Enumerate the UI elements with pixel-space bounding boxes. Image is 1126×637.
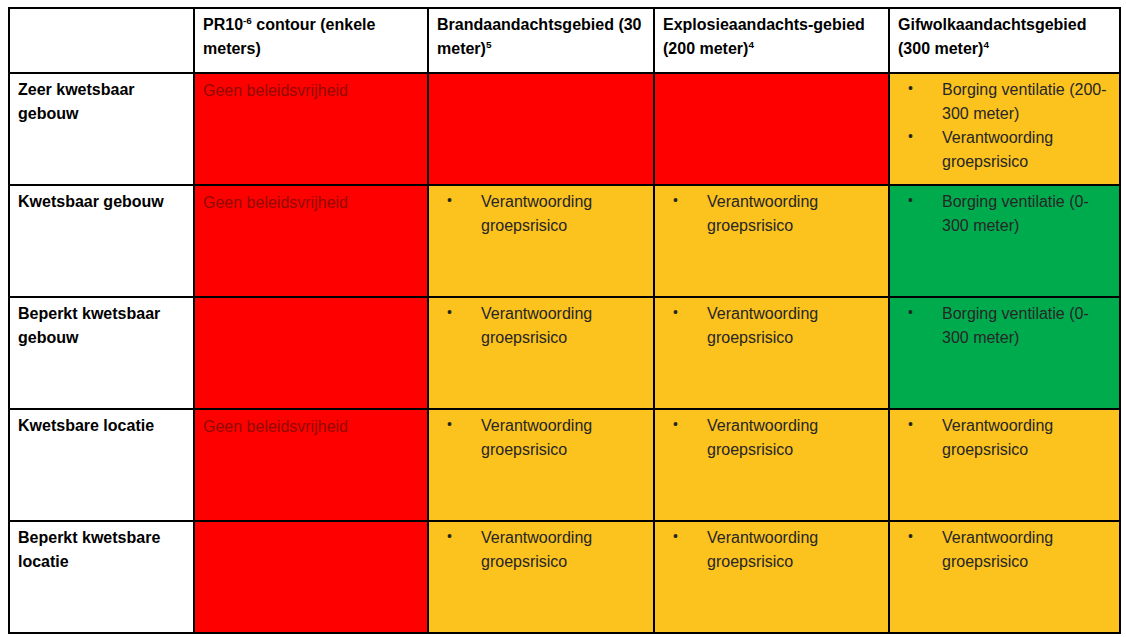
column-header-superscript: 4 (748, 39, 754, 50)
row-label: Zeer kwetsbaar gebouw (9, 73, 194, 185)
column-header: Explosieaandachts-gebied (200 meter)4 (654, 8, 889, 73)
bullet-marker: • (908, 190, 942, 238)
table-cell: •Verantwoording groepsrisico (654, 409, 889, 521)
table-row: Zeer kwetsbaar gebouw Geen beleidsvrijhei… (9, 73, 1120, 185)
bullet-marker: • (908, 78, 942, 126)
bullet-item: •Verantwoording groepsrisico (437, 190, 645, 238)
table-cell (654, 73, 889, 185)
table-row: Beperkt kwetsbare locatie•Verantwoording… (9, 521, 1120, 633)
bullet-item: •Borging ventilatie (200-300 meter) (898, 78, 1111, 126)
table-cell: •Verantwoording groepsrisico (428, 521, 654, 633)
table-row: Kwetsbare locatieGeen beleidsvrijheid•Ve… (9, 409, 1120, 521)
bullet-item: •Verantwoording groepsrisico (437, 302, 645, 350)
column-header: Gifwolkaandachtsgebied (300 meter)4 (889, 8, 1120, 73)
bullet-marker: • (908, 302, 942, 350)
bullet-marker: • (447, 414, 481, 462)
bullet-marker: • (447, 190, 481, 238)
bullet-marker: • (673, 190, 707, 238)
table-cell: •Borging ventilatie (0-300 meter) (889, 185, 1120, 297)
bullet-marker: • (673, 302, 707, 350)
column-header: PR10-6 contour (enkele meters) (194, 8, 428, 73)
bullet-text: Verantwoording groepsrisico (707, 190, 880, 238)
bullet-text: Verantwoording groepsrisico (481, 190, 645, 238)
column-header: Brandaandachtsgebied (30 meter)5 (428, 8, 654, 73)
bullet-text: Borging ventilatie (200-300 meter) (942, 78, 1111, 126)
cell-text: Geen beleidsvrijheid (203, 191, 419, 215)
column-header-text: Explosieaandachts-gebied (200 meter) (663, 16, 865, 57)
bullet-item: •Verantwoording groepsrisico (437, 526, 645, 574)
bullet-text: Verantwoording groepsrisico (481, 526, 645, 574)
corner-cell (9, 8, 194, 73)
column-header-superscript: 4 (983, 39, 989, 50)
cell-text: Geen beleidsvrijheid (203, 415, 419, 439)
bullet-marker: • (908, 526, 942, 574)
table-cell: Geen beleidsvrijheid (194, 409, 428, 521)
column-header-superscript: 5 (486, 39, 492, 50)
row-label: Beperkt kwetsbare locatie (9, 521, 194, 633)
table-row: Beperkt kwetsbaar gebouw•Verantwoording … (9, 297, 1120, 409)
bullet-text: Verantwoording groepsrisico (942, 126, 1111, 174)
table-cell: Geen beleidsvrijheid (194, 185, 428, 297)
header-row: PR10-6 contour (enkele meters)Brandaanda… (9, 8, 1120, 73)
table-cell: •Verantwoording groepsrisico (654, 297, 889, 409)
bullet-text: Verantwoording groepsrisico (942, 414, 1111, 462)
bullet-item: •Verantwoording groepsrisico (898, 126, 1111, 174)
bullet-text: Verantwoording groepsrisico (481, 302, 645, 350)
table-cell: •Verantwoording groepsrisico (428, 297, 654, 409)
column-header-text: Gifwolkaandachtsgebied (300 meter) (898, 16, 1086, 57)
table-cell: •Verantwoording groepsrisico (889, 409, 1120, 521)
bullet-item: •Verantwoording groepsrisico (663, 526, 880, 574)
table-cell: •Verantwoording groepsrisico (428, 185, 654, 297)
bullet-marker: • (447, 526, 481, 574)
bullet-item: •Verantwoording groepsrisico (663, 190, 880, 238)
column-header-superscript: -6 (243, 15, 252, 26)
bullet-marker: • (673, 414, 707, 462)
risk-policy-table: PR10-6 contour (enkele meters)Brandaanda… (8, 7, 1121, 634)
cell-text: Geen beleidsvrijheid (203, 79, 419, 103)
bullet-item: •Verantwoording groepsrisico (898, 414, 1111, 462)
bullet-text: Verantwoording groepsrisico (481, 414, 645, 462)
table-cell: •Verantwoording groepsrisico (654, 185, 889, 297)
table-cell: •Borging ventilatie (200-300 meter)•Vera… (889, 73, 1120, 185)
bullet-item: •Borging ventilatie (0-300 meter) (898, 302, 1111, 350)
bullet-text: Borging ventilatie (0-300 meter) (942, 190, 1111, 238)
table-cell: •Verantwoording groepsrisico (654, 521, 889, 633)
row-label: Kwetsbaar gebouw (9, 185, 194, 297)
bullet-text: Verantwoording groepsrisico (942, 526, 1111, 574)
bullet-item: •Verantwoording groepsrisico (898, 526, 1111, 574)
bullet-item: •Verantwoording groepsrisico (663, 302, 880, 350)
table-cell: •Verantwoording groepsrisico (889, 521, 1120, 633)
bullet-marker: • (908, 414, 942, 462)
bullet-item: •Verantwoording groepsrisico (437, 414, 645, 462)
bullet-item: •Verantwoording groepsrisico (663, 414, 880, 462)
column-header-text: Brandaandachtsgebied (30 meter) (437, 16, 642, 57)
table-row: Kwetsbaar gebouwGeen beleidsvrijheid•Ver… (9, 185, 1120, 297)
row-label: Kwetsbare locatie (9, 409, 194, 521)
table-cell (194, 297, 428, 409)
table-cell: •Borging ventilatie (0-300 meter) (889, 297, 1120, 409)
bullet-text: Verantwoording groepsrisico (707, 302, 880, 350)
bullet-marker: • (447, 302, 481, 350)
bullet-item: •Borging ventilatie (0-300 meter) (898, 190, 1111, 238)
table-cell (428, 73, 654, 185)
bullet-marker: • (673, 526, 707, 574)
bullet-marker: • (908, 126, 942, 174)
table-cell (194, 521, 428, 633)
table-body: Zeer kwetsbaar gebouw Geen beleidsvrijhei… (9, 73, 1120, 633)
column-header-text: PR10 (203, 16, 243, 33)
bullet-text: Verantwoording groepsrisico (707, 526, 880, 574)
row-label: Beperkt kwetsbaar gebouw (9, 297, 194, 409)
table-cell: Geen beleidsvrijheid (194, 73, 428, 185)
bullet-text: Verantwoording groepsrisico (707, 414, 880, 462)
table-cell: •Verantwoording groepsrisico (428, 409, 654, 521)
bullet-text: Borging ventilatie (0-300 meter) (942, 302, 1111, 350)
